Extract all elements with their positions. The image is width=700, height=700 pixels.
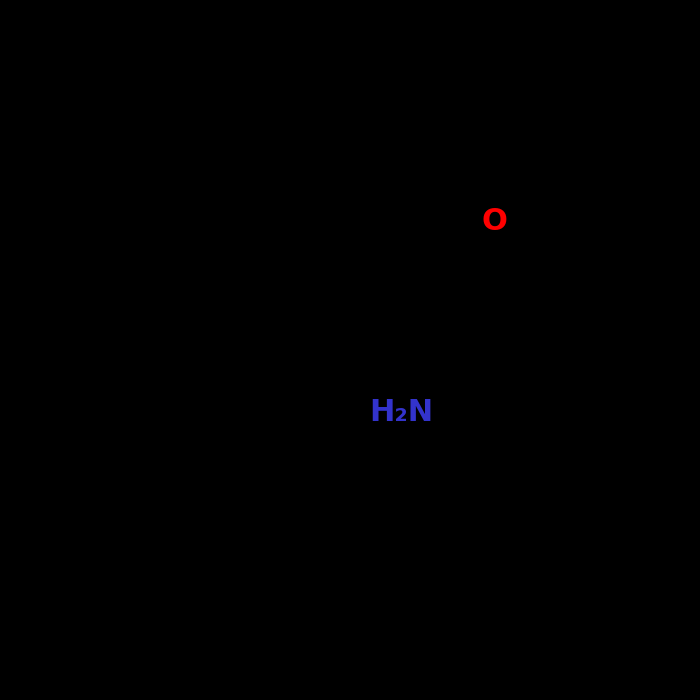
Text: H₂N: H₂N	[370, 398, 433, 427]
Text: O: O	[481, 207, 507, 236]
